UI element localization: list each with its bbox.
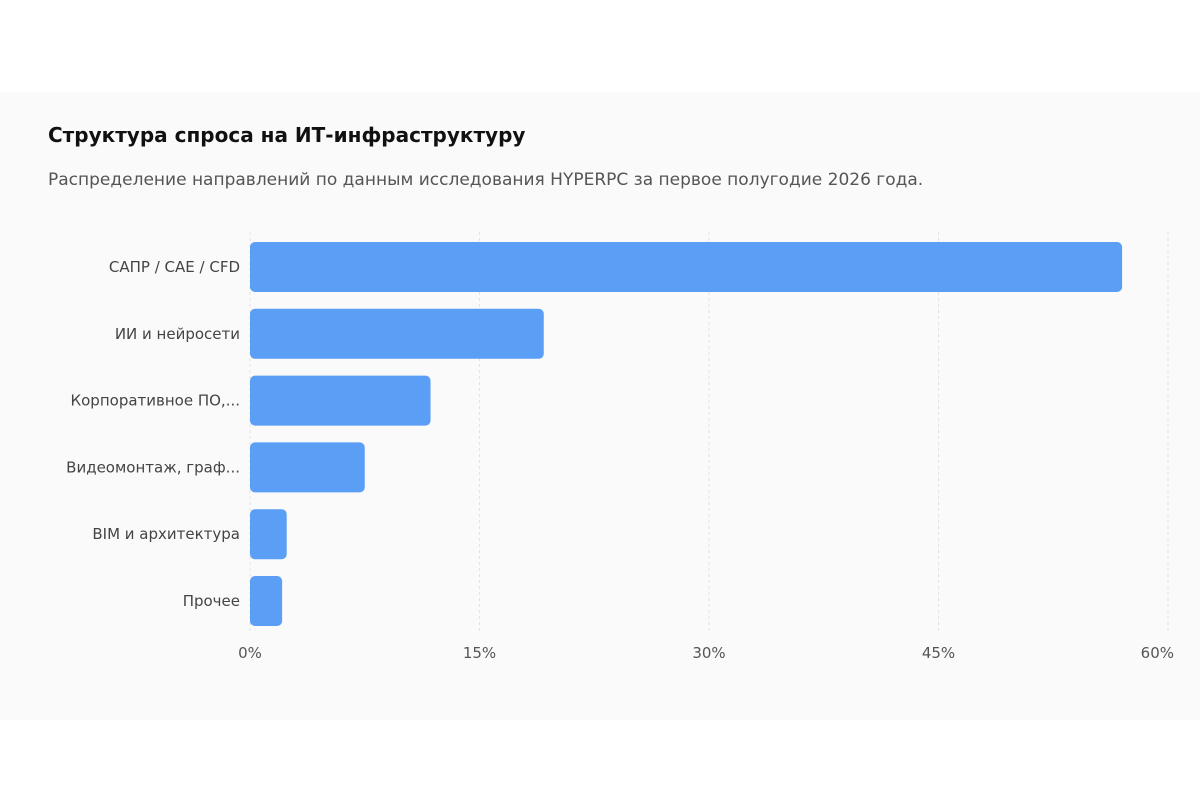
x-tick-label: 30% <box>692 644 725 662</box>
x-tick-label: 0% <box>238 644 262 662</box>
x-tick-label: 45% <box>922 644 955 662</box>
category-label: Прочее <box>183 592 240 610</box>
bar[interactable] <box>250 442 365 493</box>
bar[interactable] <box>250 509 287 560</box>
bar[interactable] <box>250 576 283 626</box>
bar[interactable] <box>250 308 544 359</box>
chart-subtitle: Распределение направлений по данным иссл… <box>48 170 924 190</box>
bar[interactable] <box>250 242 1123 292</box>
category-label: ИИ и нейросети <box>115 325 240 343</box>
category-label: Видеомонтаж, граф... <box>66 458 240 476</box>
category-label: BIM и архитектура <box>92 525 240 543</box>
chart-title: Структура спроса на ИТ-инфраструктуру <box>48 123 526 147</box>
bar[interactable] <box>250 375 431 426</box>
category-label: САПР / CAE / CFD <box>109 258 240 276</box>
chart-panel <box>0 92 1200 720</box>
x-tick-label: 15% <box>463 644 496 662</box>
x-tick-label: 60% <box>1141 644 1174 662</box>
category-label: Корпоративное ПО,... <box>70 392 240 410</box>
